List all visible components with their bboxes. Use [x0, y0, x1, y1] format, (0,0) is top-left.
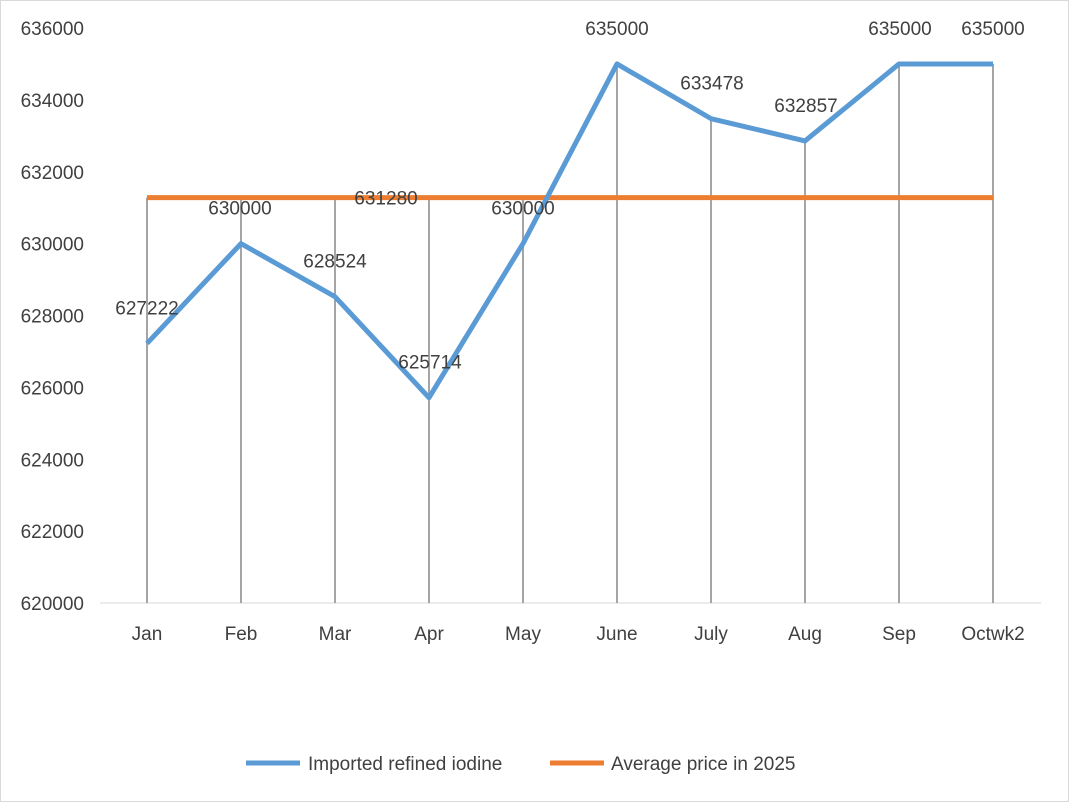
x-tick-label: Octwk2	[961, 624, 1024, 645]
data-label: 630000	[208, 199, 271, 220]
y-tick-label: 630000	[21, 235, 84, 256]
y-tick-label: 632000	[21, 163, 84, 184]
average-data-label: 631280	[354, 189, 417, 210]
x-tick-label: Mar	[319, 624, 352, 645]
y-tick-label: 628000	[21, 307, 84, 328]
y-tick-label: 620000	[21, 594, 84, 615]
x-tick-label: Aug	[788, 624, 822, 645]
data-label: 625714	[398, 353, 462, 374]
data-label: 635000	[585, 19, 648, 40]
y-tick-label: 624000	[21, 450, 84, 471]
y-tick-label: 626000	[21, 378, 84, 399]
data-label: 635000	[961, 19, 1024, 40]
data-label: 632857	[774, 96, 837, 117]
x-tick-label: July	[694, 624, 728, 645]
x-tick-label: Sep	[882, 624, 916, 645]
y-tick-label: 622000	[21, 522, 84, 543]
legend-label-average-price: Average price in 2025	[611, 754, 796, 775]
series-line-imported-refined-iodine	[145, 61, 993, 401]
x-tick-label: May	[505, 624, 541, 645]
data-label: 628524	[303, 252, 367, 273]
x-tick-label: Apr	[414, 624, 444, 645]
x-tick-label: Feb	[225, 624, 258, 645]
x-tick-label: Jan	[132, 624, 163, 645]
x-tick-label: June	[596, 624, 637, 645]
data-label: 633478	[680, 74, 743, 95]
data-label: 630000	[491, 199, 554, 220]
y-tick-label: 634000	[21, 91, 84, 112]
data-label: 627222	[115, 298, 178, 319]
legend-label-imported-refined-iodine: Imported refined iodine	[308, 754, 502, 775]
data-label: 635000	[868, 19, 931, 40]
y-tick-label: 636000	[21, 19, 84, 40]
